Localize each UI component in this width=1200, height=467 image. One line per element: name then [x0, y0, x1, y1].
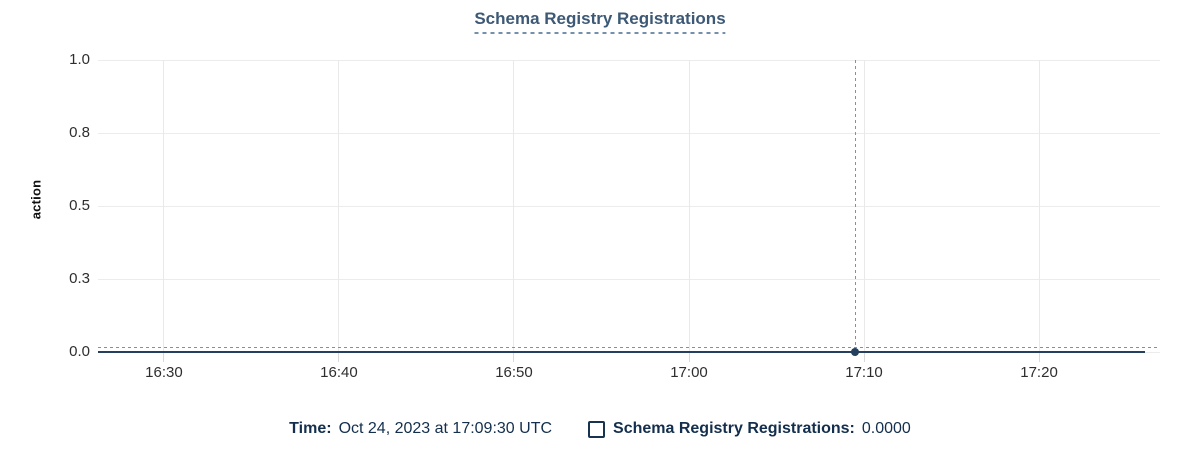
series-line — [98, 350, 1146, 353]
x-axis-tick-mark — [163, 352, 165, 362]
tooltip-legend-row: Time: Oct 24, 2023 at 17:09:30 UTC Schem… — [0, 420, 1200, 438]
y-axis-tick-label: 0.3 — [69, 270, 90, 287]
y-axis-tick-label: 0.0 — [69, 343, 90, 360]
y-axis-tick-label: 0.8 — [69, 124, 90, 141]
chart-title[interactable]: Schema Registry Registrations — [474, 9, 726, 34]
h-gridline — [98, 59, 1160, 61]
crosshair-vertical-line — [855, 60, 857, 356]
x-axis-tick-mark — [513, 352, 515, 362]
x-axis-tick-mark — [1038, 352, 1040, 362]
v-gridline — [513, 60, 515, 352]
h-gridline — [98, 205, 1160, 207]
x-axis-tick-label: 17:10 — [845, 364, 883, 381]
plot-hover-area[interactable] — [98, 60, 1160, 352]
v-gridline — [863, 60, 865, 352]
x-axis-tick-mark — [863, 352, 865, 362]
x-axis-tick-label: 17:20 — [1020, 364, 1058, 381]
x-axis-tick-mark — [688, 352, 690, 362]
v-gridline — [163, 60, 165, 352]
x-axis-tick-label: 16:30 — [145, 364, 183, 381]
tooltip-time-value: Oct 24, 2023 at 17:09:30 UTC — [338, 420, 553, 437]
x-axis-tick-label: 16:50 — [495, 364, 533, 381]
legend-series-value: 0.0000 — [861, 420, 911, 437]
legend-series-item[interactable]: Schema Registry Registrations: 0.0000 — [588, 420, 911, 438]
x-axis-tick-label: 17:00 — [670, 364, 708, 381]
v-gridline — [1038, 60, 1040, 352]
data-point-marker — [851, 347, 860, 356]
tooltip-time-label: Time: — [289, 420, 332, 437]
legend-series-checkbox-icon[interactable] — [588, 420, 606, 438]
h-gridline — [98, 132, 1160, 134]
legend-series-label: Schema Registry Registrations: — [613, 420, 855, 437]
x-axis-tick-label: 16:40 — [320, 364, 358, 381]
y-axis-tick-label: 1.0 — [69, 51, 90, 68]
tooltip-time-group: Time: Oct 24, 2023 at 17:09:30 UTC — [289, 420, 552, 438]
crosshair-horizontal-line — [98, 346, 1160, 348]
y-axis-tick-label: 0.5 — [69, 197, 90, 214]
h-gridline — [98, 278, 1160, 280]
v-gridline — [688, 60, 690, 352]
v-gridline — [338, 60, 340, 352]
x-axis-tick-mark — [338, 352, 340, 362]
